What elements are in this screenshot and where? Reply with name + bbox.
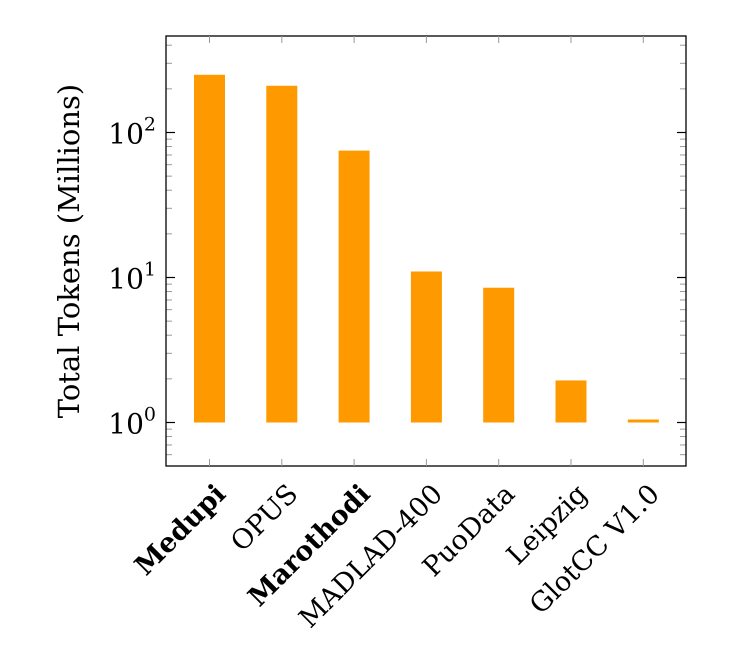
bars bbox=[194, 74, 659, 423]
bar-glotcc-v1-0 bbox=[627, 419, 659, 423]
bar-marothodi bbox=[338, 150, 370, 423]
bar-madlad-400 bbox=[410, 271, 442, 423]
y-tick-label: 102 bbox=[108, 114, 156, 151]
bar-opus bbox=[266, 85, 298, 423]
y-axis-label: Total Tokens (Millions) bbox=[52, 84, 86, 419]
x-tick-label: Medupi bbox=[129, 479, 232, 582]
minor-ticks bbox=[166, 44, 686, 456]
y-tick-label: 100 bbox=[108, 404, 156, 441]
bar-medupi bbox=[194, 74, 225, 423]
bar-leipzig bbox=[555, 380, 587, 423]
bar-puodata bbox=[483, 287, 515, 423]
y-axis-ticks: 100 101 102 bbox=[108, 114, 686, 441]
y-tick-label: 101 bbox=[108, 259, 156, 296]
x-tick-label: GlotCC V1.0 bbox=[524, 479, 666, 621]
